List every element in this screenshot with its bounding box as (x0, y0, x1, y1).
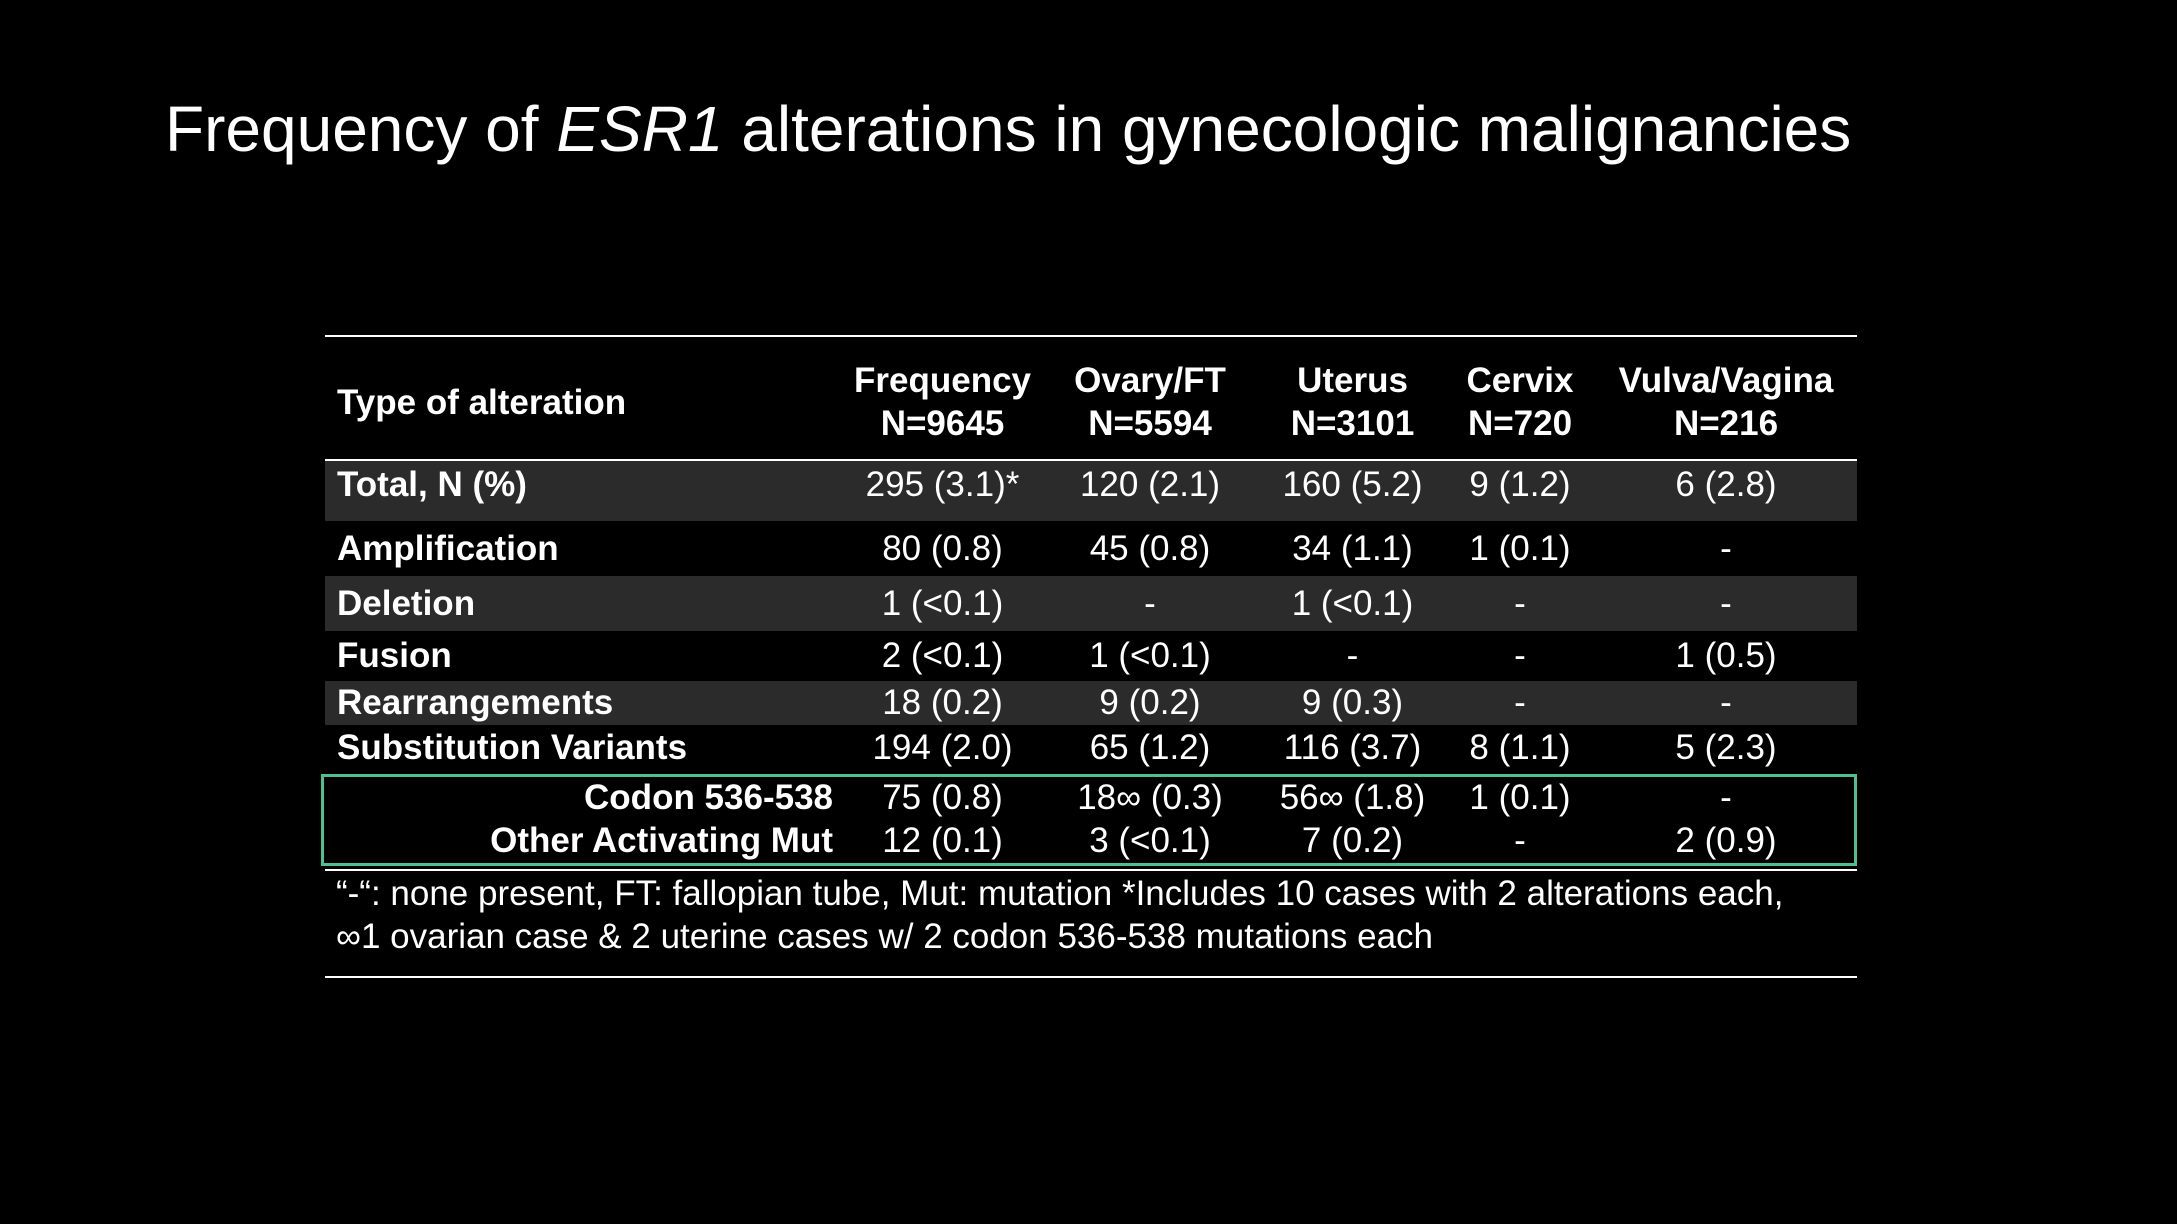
row-label: Other Activating Mut (490, 820, 833, 860)
cell-ovary-ft: 45 (0.8) (1089, 528, 1211, 568)
table-top-rule (325, 335, 1857, 337)
cell-frequency: 12 (0.1) (882, 820, 1003, 860)
cell-cervix: - (1514, 683, 1526, 722)
header-vulva-vagina: Vulva/Vagina N=216 (1618, 361, 1834, 443)
table-row-fusion: Fusion 2 (<0.1) 1 (<0.1) - - 1 (0.5) (325, 631, 1857, 681)
cell-frequency: 194 (2.0) (872, 727, 1013, 767)
footnote-line-2: ∞1 ovarian case & 2 uterine cases w/ 2 c… (336, 917, 1433, 956)
title-gene-name: ESR1 (556, 93, 724, 165)
substitution-subtypes-highlight-box (321, 774, 1857, 866)
cell-uterus: 9 (0.3) (1301, 683, 1404, 722)
row-label: Codon 536-538 (584, 777, 833, 817)
table-body-bottom-rule (325, 869, 1857, 871)
table-row-amplification: Amplification 80 (0.8) 45 (0.8) 34 (1.1)… (325, 521, 1857, 576)
cell-uterus: 56∞ (1.8) (1279, 777, 1426, 817)
cell-vulva-vagina: - (1720, 528, 1732, 568)
footnote-line-1: “-“: none present, FT: fallopian tube, M… (336, 874, 1784, 913)
cell-ovary-ft: 65 (1.2) (1089, 727, 1211, 767)
cell-uterus: 116 (3.7) (1283, 727, 1422, 767)
cell-uterus: 34 (1.1) (1292, 528, 1413, 568)
cell-vulva-vagina: - (1720, 683, 1732, 722)
slide-title: Frequency of ESR1 alterations in gynecol… (165, 92, 1851, 166)
cell-ovary-ft: 3 (<0.1) (1089, 820, 1211, 860)
header-type-of-alteration: Type of alteration (337, 382, 627, 422)
cell-frequency: 75 (0.8) (882, 777, 1003, 817)
cell-cervix: - (1514, 583, 1526, 623)
cell-cervix: - (1514, 820, 1526, 860)
title-prefix: Frequency of (165, 93, 557, 165)
table-row-rearrangements: Rearrangements 18 (0.2) 9 (0.2) 9 (0.3) … (325, 681, 1857, 725)
table-footnote: “-“: none present, FT: fallopian tube, M… (336, 872, 1783, 958)
cell-cervix: 1 (0.1) (1469, 528, 1571, 568)
header-uterus: Uterus N=3101 (1290, 361, 1415, 443)
cell-ovary-ft: 18∞ (0.3) (1077, 777, 1223, 817)
cell-frequency: 2 (<0.1) (881, 636, 1004, 675)
cell-frequency: 295 (3.1)* (865, 465, 1020, 504)
cell-uterus: 1 (<0.1) (1291, 583, 1414, 623)
cell-ovary-ft: 1 (<0.1) (1089, 636, 1211, 675)
cell-ovary-ft: 120 (2.1) (1079, 465, 1221, 504)
cell-frequency: 80 (0.8) (882, 528, 1003, 568)
table-row-deletion: Deletion 1 (<0.1) - 1 (<0.1) - - (325, 576, 1857, 631)
cell-cervix: - (1514, 636, 1526, 675)
header-cervix: Cervix N=720 (1466, 361, 1574, 443)
row-label: Rearrangements (337, 683, 614, 722)
header-frequency: Frequency N=9645 (854, 361, 1031, 443)
title-suffix: alterations in gynecologic malignancies (723, 93, 1852, 165)
row-label: Amplification (337, 528, 559, 568)
cell-vulva-vagina: 6 (2.8) (1675, 465, 1777, 504)
cell-vulva-vagina: - (1720, 777, 1732, 817)
cell-ovary-ft: - (1144, 583, 1156, 623)
row-label: Deletion (337, 583, 476, 623)
cell-cervix: 9 (1.2) (1469, 465, 1571, 504)
cell-cervix: 8 (1.1) (1469, 727, 1571, 767)
row-label: Fusion (337, 636, 452, 675)
cell-ovary-ft: 9 (0.2) (1099, 683, 1201, 722)
table-header-row: Type of alteration Frequency N=9645 Ovary… (325, 352, 1857, 452)
cell-vulva-vagina: 2 (0.9) (1675, 820, 1777, 860)
row-label: Total, N (%) (337, 465, 527, 504)
table-row-codon-536-538: Codon 536-538 75 (0.8) 18∞ (0.3) 56∞ (1.… (325, 776, 1857, 819)
cell-uterus: - (1346, 636, 1359, 675)
table-bottom-rule (325, 976, 1857, 978)
cell-uterus: 160 (5.2) (1282, 465, 1423, 504)
table-header-rule (325, 459, 1857, 461)
cell-uterus: 7 (0.2) (1301, 820, 1404, 860)
cell-cervix: 1 (0.1) (1469, 777, 1571, 817)
header-ovary-ft: Ovary/FT N=5594 (1074, 361, 1226, 443)
table-row-substitution-variants: Substitution Variants 194 (2.0) 65 (1.2)… (325, 725, 1857, 770)
row-label: Substitution Variants (337, 727, 688, 767)
cell-vulva-vagina: 5 (2.3) (1675, 727, 1777, 767)
cell-vulva-vagina: 1 (0.5) (1675, 636, 1777, 675)
cell-frequency: 18 (0.2) (882, 683, 1003, 722)
cell-frequency: 1 (<0.1) (881, 583, 1004, 623)
table-row-other-activating-mut: Other Activating Mut 12 (0.1) 3 (<0.1) 7… (325, 819, 1857, 862)
cell-vulva-vagina: - (1720, 583, 1732, 623)
table-row-total: Total, N (%) 295 (3.1)* 120 (2.1) 160 (5… (325, 461, 1857, 521)
